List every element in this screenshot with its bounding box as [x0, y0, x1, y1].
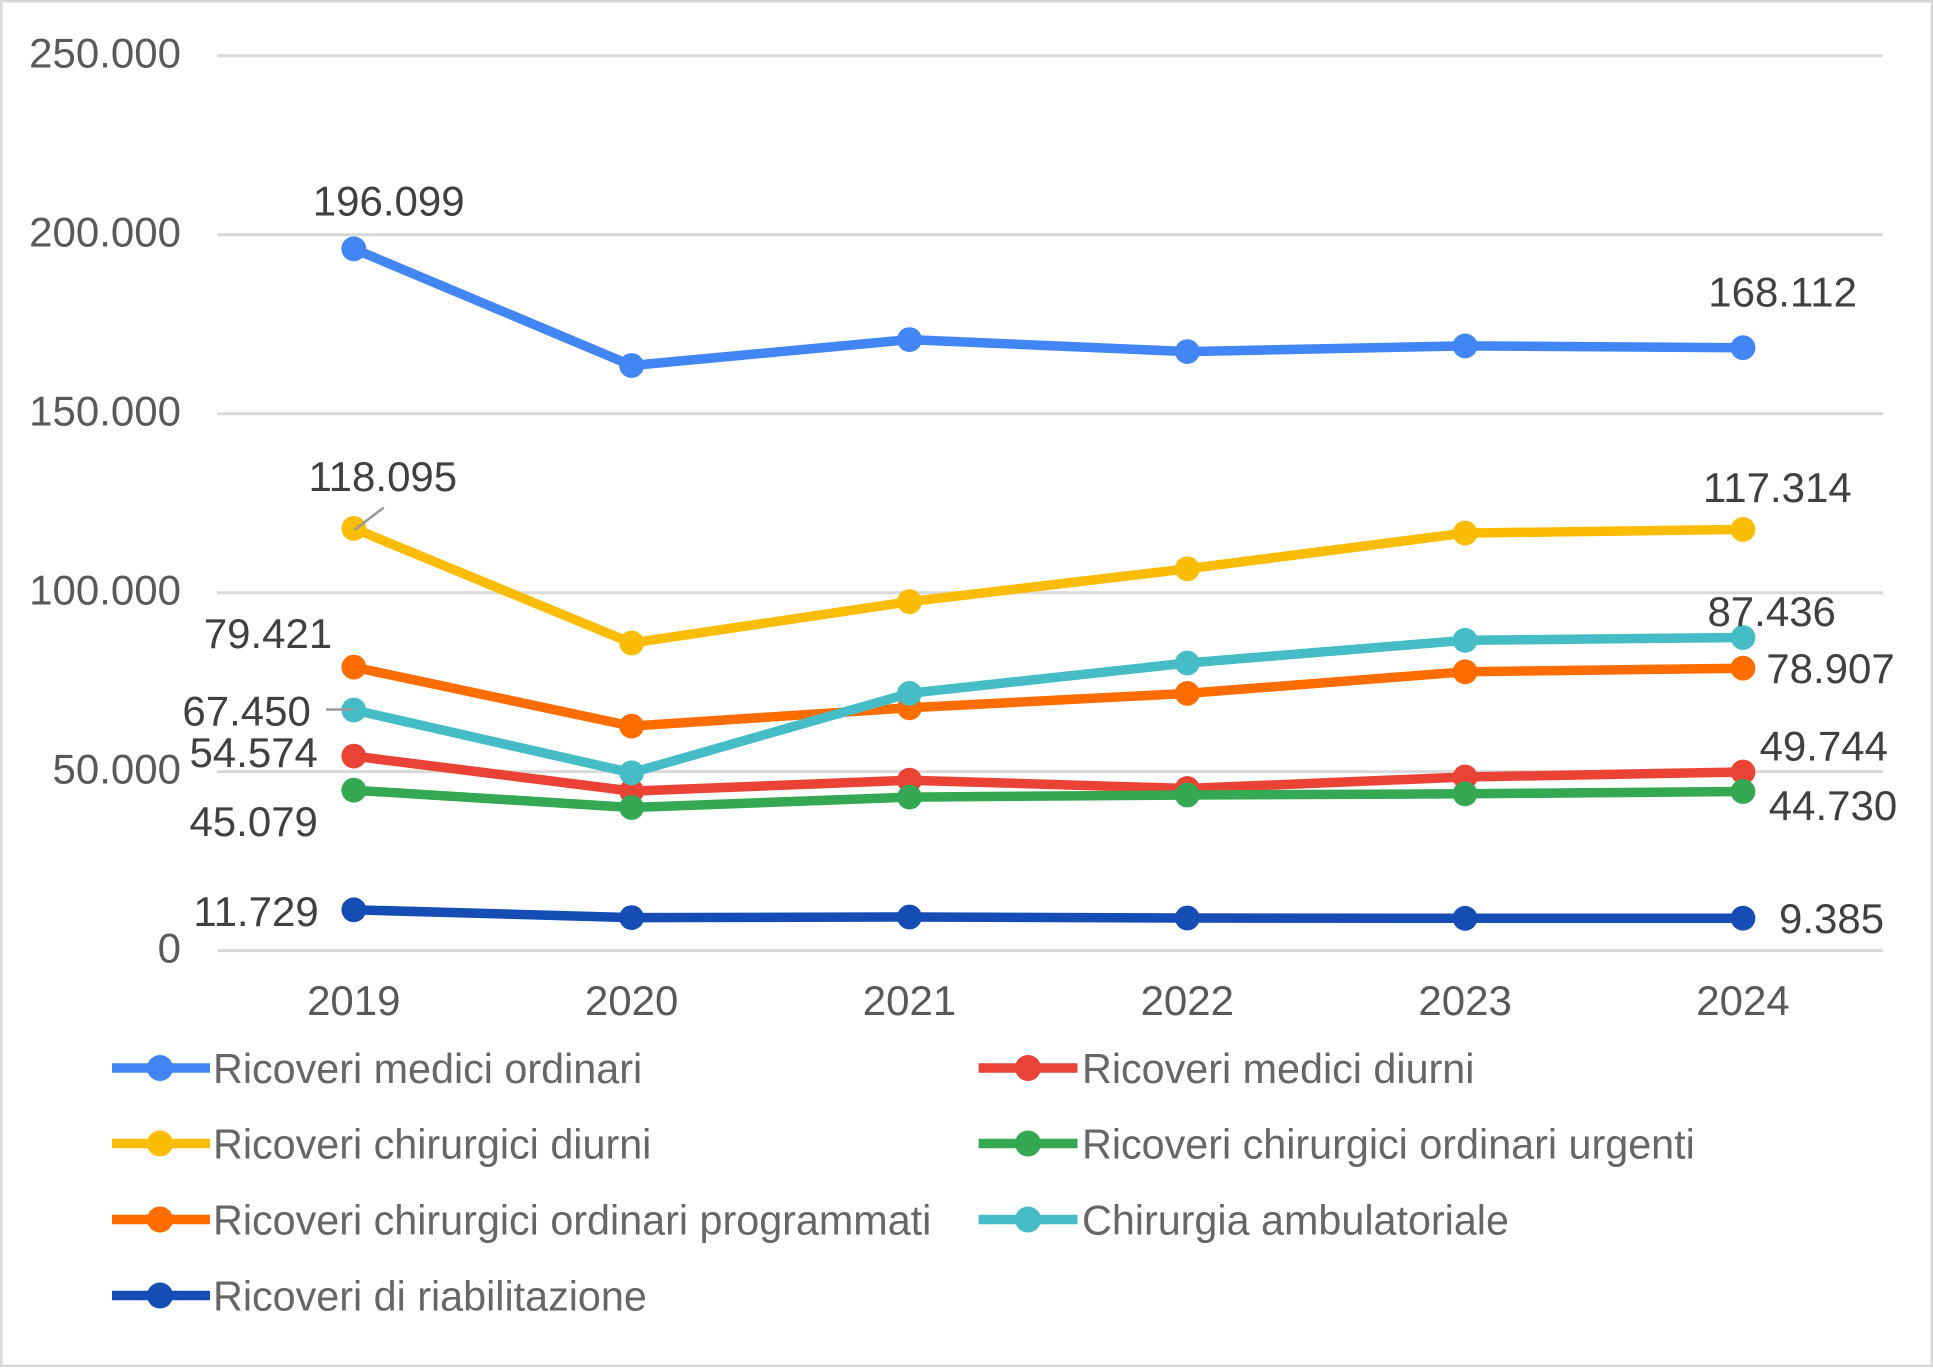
- svg-text:78.907: 78.907: [1766, 645, 1894, 692]
- svg-text:118.095: 118.095: [308, 453, 457, 500]
- svg-text:67.450: 67.450: [182, 687, 310, 734]
- svg-text:100.000: 100.000: [29, 567, 181, 614]
- svg-text:2024: 2024: [1696, 977, 1789, 1024]
- svg-text:2019: 2019: [307, 977, 400, 1024]
- svg-text:117.314: 117.314: [1703, 464, 1852, 511]
- svg-text:Ricoveri medici ordinari: Ricoveri medici ordinari: [213, 1046, 642, 1092]
- svg-text:49.744: 49.744: [1760, 723, 1888, 770]
- svg-text:9.385: 9.385: [1779, 895, 1884, 942]
- svg-text:Ricoveri chirurgici ordinari p: Ricoveri chirurgici ordinari programmati: [213, 1198, 931, 1244]
- svg-text:50.000: 50.000: [53, 745, 181, 792]
- svg-text:150.000: 150.000: [29, 388, 181, 435]
- svg-text:250.000: 250.000: [29, 30, 181, 77]
- svg-text:54.574: 54.574: [189, 729, 317, 776]
- svg-text:11.729: 11.729: [193, 888, 318, 935]
- svg-text:2021: 2021: [863, 977, 956, 1024]
- svg-text:79.421: 79.421: [204, 610, 332, 657]
- svg-text:2020: 2020: [585, 977, 678, 1024]
- svg-text:196.099: 196.099: [313, 177, 465, 224]
- svg-text:Ricoveri di riabilitazione: Ricoveri di riabilitazione: [213, 1274, 647, 1320]
- svg-text:44.730: 44.730: [1769, 782, 1897, 829]
- svg-text:Chirurgia ambulatoriale: Chirurgia ambulatoriale: [1082, 1198, 1509, 1244]
- svg-text:Ricoveri medici diurni: Ricoveri medici diurni: [1082, 1046, 1474, 1092]
- svg-text:Ricoveri chirurgici ordinari u: Ricoveri chirurgici ordinari urgenti: [1082, 1122, 1695, 1168]
- svg-text:45.079: 45.079: [189, 798, 317, 845]
- svg-text:2022: 2022: [1141, 977, 1234, 1024]
- svg-text:87.436: 87.436: [1707, 588, 1835, 635]
- svg-text:200.000: 200.000: [29, 209, 181, 256]
- svg-text:168.112: 168.112: [1708, 268, 1857, 315]
- svg-text:2023: 2023: [1418, 977, 1511, 1024]
- svg-text:Ricoveri chirurgici diurni: Ricoveri chirurgici diurni: [213, 1122, 651, 1168]
- svg-text:0: 0: [158, 924, 181, 971]
